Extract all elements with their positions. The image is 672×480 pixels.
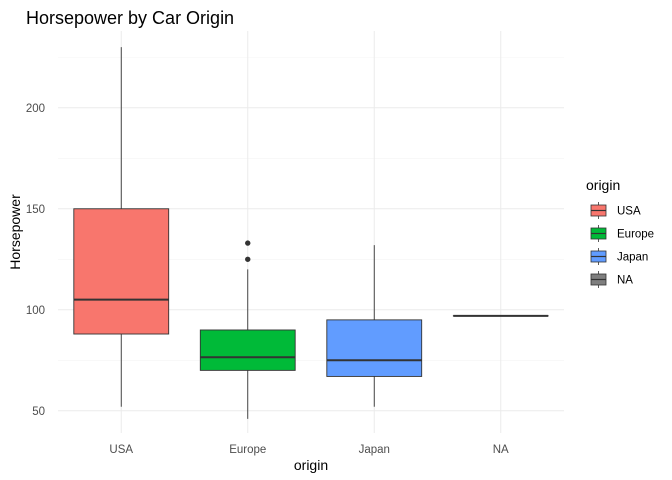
legend: origin USA Europe Japan NA	[586, 177, 654, 288]
box-iqr	[199, 329, 296, 371]
y-tick-label: 150	[26, 204, 45, 216]
x-tick-label: Japan	[359, 444, 390, 456]
outlier-point	[245, 240, 251, 246]
x-tick-label: NA	[493, 444, 509, 456]
box-iqr	[326, 319, 423, 377]
legend-label: NA	[617, 275, 633, 287]
y-tick-label: 50	[32, 406, 45, 418]
legend-label: USA	[617, 206, 641, 218]
box-japan	[326, 245, 423, 407]
x-tick-label: Europe	[229, 444, 266, 456]
x-axis-title: origin	[294, 457, 328, 473]
y-axis-title: Horsepower	[7, 194, 23, 270]
box-usa	[73, 47, 170, 407]
legend-title: origin	[586, 177, 620, 193]
box-iqr	[73, 208, 170, 335]
y-axis-ticks: 50 100 150 200	[26, 103, 45, 418]
legend-item-usa: USA	[590, 202, 641, 219]
legend-item-europe: Europe	[590, 225, 654, 242]
x-tick-label: USA	[109, 444, 133, 456]
legend-label: Europe	[617, 229, 654, 241]
legend-label: Japan	[617, 252, 648, 264]
y-tick-label: 100	[26, 305, 45, 317]
legend-item-na: NA	[590, 271, 633, 288]
y-tick-label: 200	[26, 103, 45, 115]
legend-item-japan: Japan	[590, 248, 648, 265]
box-europe	[199, 240, 296, 419]
chart-title: Horsepower by Car Origin	[26, 8, 234, 28]
outlier-point	[245, 256, 251, 262]
x-axis-ticks: USA Europe Japan NA	[109, 444, 509, 456]
plot-boxes	[73, 47, 549, 419]
